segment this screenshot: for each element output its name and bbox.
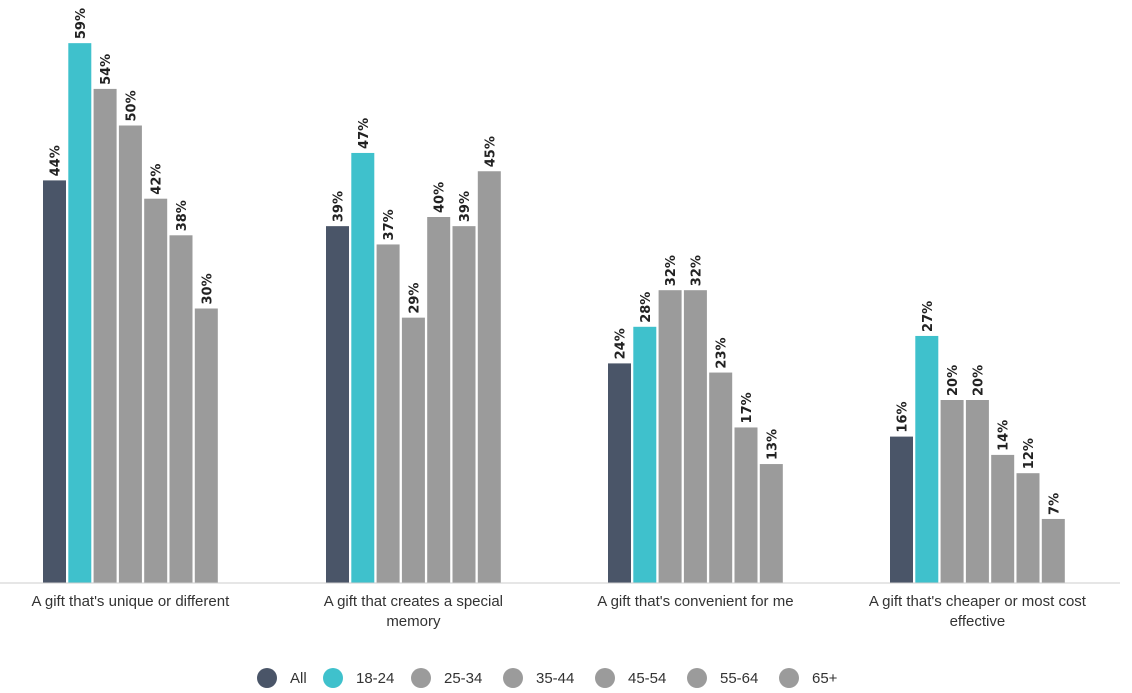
bar-55-64-cat-3 bbox=[734, 427, 758, 583]
bar-all-cat-1 bbox=[43, 180, 66, 583]
data-label: 40% bbox=[433, 182, 448, 213]
data-label: 50% bbox=[124, 90, 139, 121]
bar-45-54-cat-1 bbox=[144, 198, 168, 583]
bar-all-cat-2 bbox=[326, 226, 349, 583]
data-label: 17% bbox=[740, 392, 755, 423]
bar-55-64-cat-2 bbox=[452, 226, 476, 583]
legend-label: 35-44 bbox=[536, 670, 574, 687]
category-label: A gift that's convenient for me bbox=[597, 593, 793, 610]
category-labels-group: A gift that's unique or different A gift … bbox=[32, 593, 1087, 630]
bar-35-44-cat-4 bbox=[965, 400, 989, 583]
bar-35-44-cat-2 bbox=[401, 317, 425, 583]
data-label: 45% bbox=[483, 136, 498, 167]
bars-group bbox=[43, 43, 1065, 584]
legend-swatch-icon bbox=[595, 668, 615, 688]
data-label: 38% bbox=[175, 200, 190, 231]
bar-35-44-cat-3 bbox=[683, 290, 707, 583]
legend: All 18-24 25-34 35-44 45-54 55-64 65+ bbox=[257, 668, 838, 688]
legend-swatch-icon bbox=[411, 668, 431, 688]
data-label: 7% bbox=[1047, 493, 1062, 515]
data-label: 14% bbox=[997, 420, 1012, 451]
legend-label: 25-34 bbox=[444, 670, 482, 687]
category-label: A gift that's cheaper or most cost bbox=[869, 593, 1087, 610]
data-label: 32% bbox=[664, 255, 679, 286]
legend-swatch-icon bbox=[687, 668, 707, 688]
data-label: 59% bbox=[74, 8, 89, 39]
legend-label: 65+ bbox=[812, 670, 838, 687]
data-label: 27% bbox=[921, 301, 936, 332]
data-label: 28% bbox=[639, 292, 654, 323]
data-label: 20% bbox=[946, 365, 961, 396]
bar-all-cat-4 bbox=[890, 436, 913, 583]
bar-25-34-cat-1 bbox=[93, 88, 117, 584]
legend-swatch-icon bbox=[323, 668, 343, 688]
data-label: 20% bbox=[971, 365, 986, 396]
category-label: memory bbox=[386, 613, 441, 630]
data-label: 39% bbox=[332, 191, 347, 222]
data-label: 42% bbox=[150, 164, 165, 195]
bar-35-44-cat-1 bbox=[118, 125, 142, 583]
legend-swatch-icon bbox=[257, 668, 277, 688]
bar-65--cat-2 bbox=[477, 171, 501, 583]
bar-45-54-cat-3 bbox=[709, 372, 733, 583]
legend-label: 45-54 bbox=[628, 670, 666, 687]
legend-label: 18-24 bbox=[356, 670, 394, 687]
bar-18-24-cat-1 bbox=[68, 43, 92, 583]
bar-25-34-cat-3 bbox=[658, 290, 682, 583]
data-label: 23% bbox=[715, 337, 730, 368]
category-label: A gift that creates a special bbox=[324, 593, 503, 610]
bar-55-64-cat-4 bbox=[1016, 473, 1040, 583]
bar-45-54-cat-4 bbox=[991, 454, 1015, 583]
data-label: 32% bbox=[689, 255, 704, 286]
data-label: 30% bbox=[200, 273, 215, 304]
bar-18-24-cat-2 bbox=[351, 152, 375, 583]
legend-swatch-icon bbox=[503, 668, 523, 688]
bar-65--cat-1 bbox=[194, 308, 218, 583]
bar-55-64-cat-1 bbox=[169, 235, 193, 584]
bar-65--cat-3 bbox=[759, 464, 783, 583]
category-label: A gift that's unique or different bbox=[32, 593, 231, 610]
data-label: 12% bbox=[1022, 438, 1037, 469]
legend-label: 55-64 bbox=[720, 670, 758, 687]
bar-25-34-cat-4 bbox=[940, 400, 964, 583]
data-label: 24% bbox=[614, 328, 629, 359]
data-label: 47% bbox=[357, 118, 372, 149]
legend-label: All bbox=[290, 670, 307, 687]
bar-45-54-cat-2 bbox=[427, 217, 451, 583]
category-label: effective bbox=[950, 613, 1006, 630]
value-labels-group: 44% 59% 54% 50% 42% 38% 30% 39% 47% 37% 29% 40% 39% 4… bbox=[49, 8, 1063, 515]
bar-18-24-cat-4 bbox=[915, 335, 939, 583]
data-label: 13% bbox=[765, 429, 780, 460]
data-label: 29% bbox=[407, 283, 422, 314]
data-label: 37% bbox=[382, 209, 397, 240]
data-label: 54% bbox=[99, 54, 114, 85]
data-label: 16% bbox=[896, 401, 911, 432]
bar-18-24-cat-3 bbox=[633, 326, 657, 583]
bar-25-34-cat-2 bbox=[376, 244, 400, 583]
data-label: 39% bbox=[458, 191, 473, 222]
data-label: 44% bbox=[49, 145, 64, 176]
bar-all-cat-3 bbox=[608, 363, 631, 583]
bar-65--cat-4 bbox=[1041, 518, 1065, 583]
legend-swatch-icon bbox=[779, 668, 799, 688]
